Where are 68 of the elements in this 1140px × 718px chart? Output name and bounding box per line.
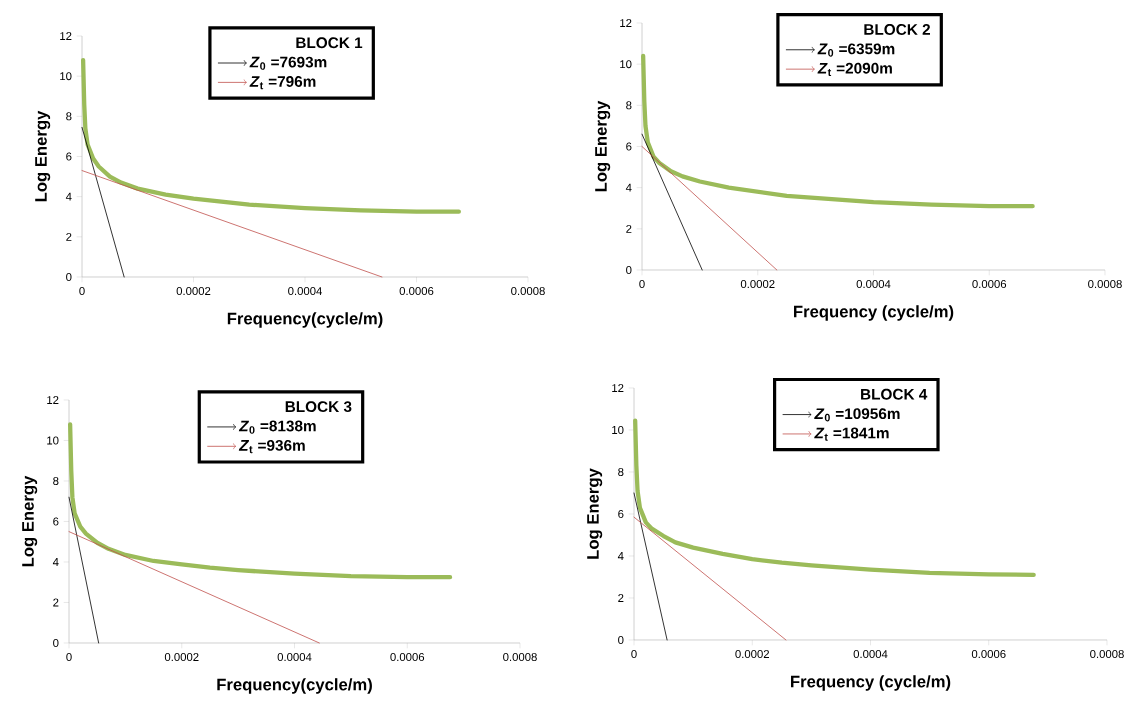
y-tick-label: 12 [620, 19, 632, 27]
y-tick-label: 4 [52, 558, 59, 566]
x-tick-label: 0.0008 [503, 653, 537, 662]
y-tick-label: 8 [618, 467, 624, 476]
y-tick-label: 12 [612, 384, 624, 392]
y-tick-label: 4 [617, 552, 624, 560]
legend-label: Z$_{0}$ =8138m [238, 420, 316, 434]
y-axis-title: Log Energy [587, 468, 603, 559]
x-tick-label: 0.0008 [1090, 650, 1124, 659]
y-tick-label: 2 [66, 232, 72, 241]
line-series [80, 57, 462, 214]
legend-label: Z$_{t}$ =936m [238, 439, 305, 454]
y-axis-title: Log Energy [595, 100, 611, 192]
x-tick-label: 0.0006 [972, 280, 1007, 289]
y-tick-label: 0 [618, 635, 624, 644]
x-axis-title: Frequency(cycle/m) [217, 678, 372, 694]
x-axis-title: Frequency(cycle/m) [227, 312, 383, 328]
x-tick-label: 0 [639, 280, 645, 289]
x-tick-label: 0.0004 [853, 650, 888, 659]
x-tick-label: 0.0004 [277, 653, 312, 662]
y-axis-title: Log Energy [35, 110, 51, 202]
x-tick-label: 0 [79, 287, 85, 296]
y-tick-label: 6 [626, 142, 632, 151]
y-tick-label: 10 [620, 60, 632, 69]
y-tick-label: 12 [47, 396, 59, 404]
x-axis-title: Frequency (cycle/m) [791, 675, 951, 691]
y-tick-label: 8 [53, 476, 59, 485]
x-tick-label: 0.0004 [288, 287, 323, 296]
y-tick-label: 10 [60, 72, 72, 81]
legend-title: BLOCK 1 [296, 37, 363, 49]
y-tick-label: 0 [626, 265, 632, 274]
x-tick-label: 0.0002 [735, 650, 769, 659]
x-tick-label: 0.0006 [399, 287, 434, 296]
y-tick-label: 6 [66, 152, 72, 161]
legend-title: BLOCK 4 [861, 388, 928, 400]
x-axis-title: Frequency (cycle/m) [794, 305, 954, 321]
x-tick-label: 0.0002 [740, 280, 775, 289]
legend-label: Z$_{0}$ =7693m [249, 56, 327, 70]
y-tick-label: 10 [612, 425, 624, 434]
line-series [68, 422, 453, 580]
legend-title: BLOCK 2 [864, 24, 930, 35]
x-tick-label: 0.0006 [390, 653, 425, 662]
x-tick-label: 0.0002 [164, 653, 199, 662]
y-tick-label: 6 [53, 517, 59, 526]
y-tick-label: 6 [618, 509, 624, 518]
y-tick-label: 2 [53, 598, 59, 607]
legend-label: Z$_{t}$ =796m [249, 76, 316, 90]
y-tick-label: 4 [625, 183, 632, 192]
legend-label: Z$_{0}$ =6359m [817, 43, 895, 57]
x-tick-label: 0.0002 [176, 287, 211, 296]
y-tick-label: 4 [65, 192, 72, 201]
x-tick-label: 0.0004 [856, 280, 891, 289]
x-tick-label: 0.0008 [511, 287, 545, 296]
y-tick-label: 0 [66, 272, 72, 281]
x-tick-label: 0.0008 [1088, 280, 1122, 289]
y-tick-label: 10 [47, 436, 59, 445]
y-tick-label: 8 [66, 112, 72, 121]
y-axis-title: Log Energy [22, 475, 38, 567]
y-tick-label: 2 [626, 224, 632, 233]
legend-label: Z$_{t}$ =1841m [814, 427, 889, 441]
y-tick-label: 0 [53, 638, 59, 647]
x-tick-label: 0.0006 [971, 650, 1006, 659]
legend-title: BLOCK 3 [285, 401, 352, 413]
legend-label: Z$_{0}$ =10956m [814, 408, 900, 422]
y-tick-label: 12 [60, 32, 72, 40]
legend-label: Z$_{t}$ =2090m [817, 62, 892, 77]
y-tick-label: 2 [618, 594, 624, 602]
y-tick-label: 8 [626, 101, 632, 110]
